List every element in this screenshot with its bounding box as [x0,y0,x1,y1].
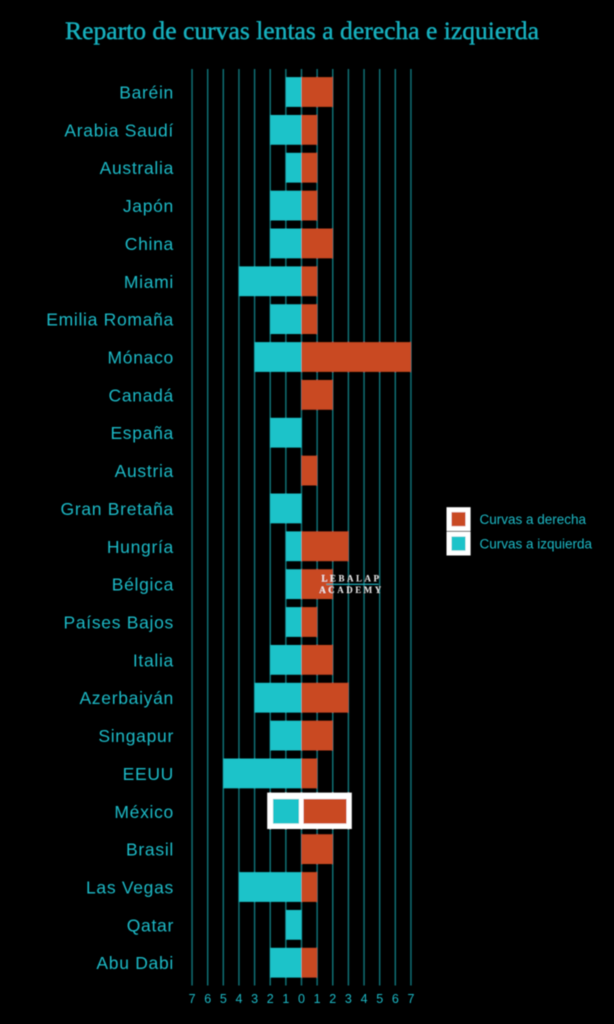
svg-text:Austria: Austria [115,461,174,481]
svg-text:6: 6 [392,992,399,1006]
svg-text:Brasil: Brasil [126,840,174,860]
svg-text:Países Bajos: Países Bajos [63,613,174,633]
svg-text:2: 2 [329,992,336,1006]
svg-text:4: 4 [361,992,368,1006]
svg-text:Curvas a derecha: Curvas a derecha [480,512,587,527]
svg-text:4: 4 [235,992,242,1006]
svg-text:ACADEMY: ACADEMY [319,585,384,595]
svg-text:1: 1 [282,992,289,1006]
svg-text:7: 7 [407,992,414,1006]
svg-text:Singapur: Singapur [98,726,174,746]
svg-text:2: 2 [267,992,274,1006]
svg-text:0: 0 [298,992,305,1006]
svg-text:Qatar: Qatar [127,915,174,935]
svg-text:España: España [110,423,174,443]
svg-text:Reparto de curvas lentas a der: Reparto de curvas lentas a derecha e izq… [65,16,540,45]
svg-text:Italia: Italia [133,650,174,670]
svg-text:Las Vegas: Las Vegas [86,878,174,898]
svg-text:Canadá: Canadá [108,385,174,405]
svg-text:Gran Bretaña: Gran Bretaña [61,499,174,519]
svg-text:China: China [125,234,174,254]
svg-text:México: México [114,802,174,822]
svg-text:LEBALAP: LEBALAP [321,574,381,584]
svg-text:Bélgica: Bélgica [112,575,174,595]
svg-text:Curvas a izquierda: Curvas a izquierda [480,536,593,551]
svg-text:3: 3 [345,992,352,1006]
svg-text:Arabia Saudí: Arabia Saudí [64,120,174,140]
svg-text:Hungría: Hungría [107,537,174,557]
svg-text:5: 5 [376,992,383,1006]
svg-text:5: 5 [220,992,227,1006]
svg-text:Azerbaiyán: Azerbaiyán [79,688,174,708]
svg-text:3: 3 [251,992,258,1006]
svg-text:7: 7 [189,992,196,1006]
svg-text:Mónaco: Mónaco [108,348,174,368]
svg-text:Australia: Australia [100,158,174,178]
svg-text:Baréin: Baréin [119,83,174,103]
svg-text:Miami: Miami [124,272,174,292]
svg-text:EEUU: EEUU [123,764,174,784]
svg-text:Emilia Romaña: Emilia Romaña [46,310,174,330]
svg-text:1: 1 [314,992,321,1006]
svg-text:6: 6 [204,992,211,1006]
svg-text:Abu Dabi: Abu Dabi [96,953,174,973]
svg-text:Japón: Japón [123,196,174,216]
